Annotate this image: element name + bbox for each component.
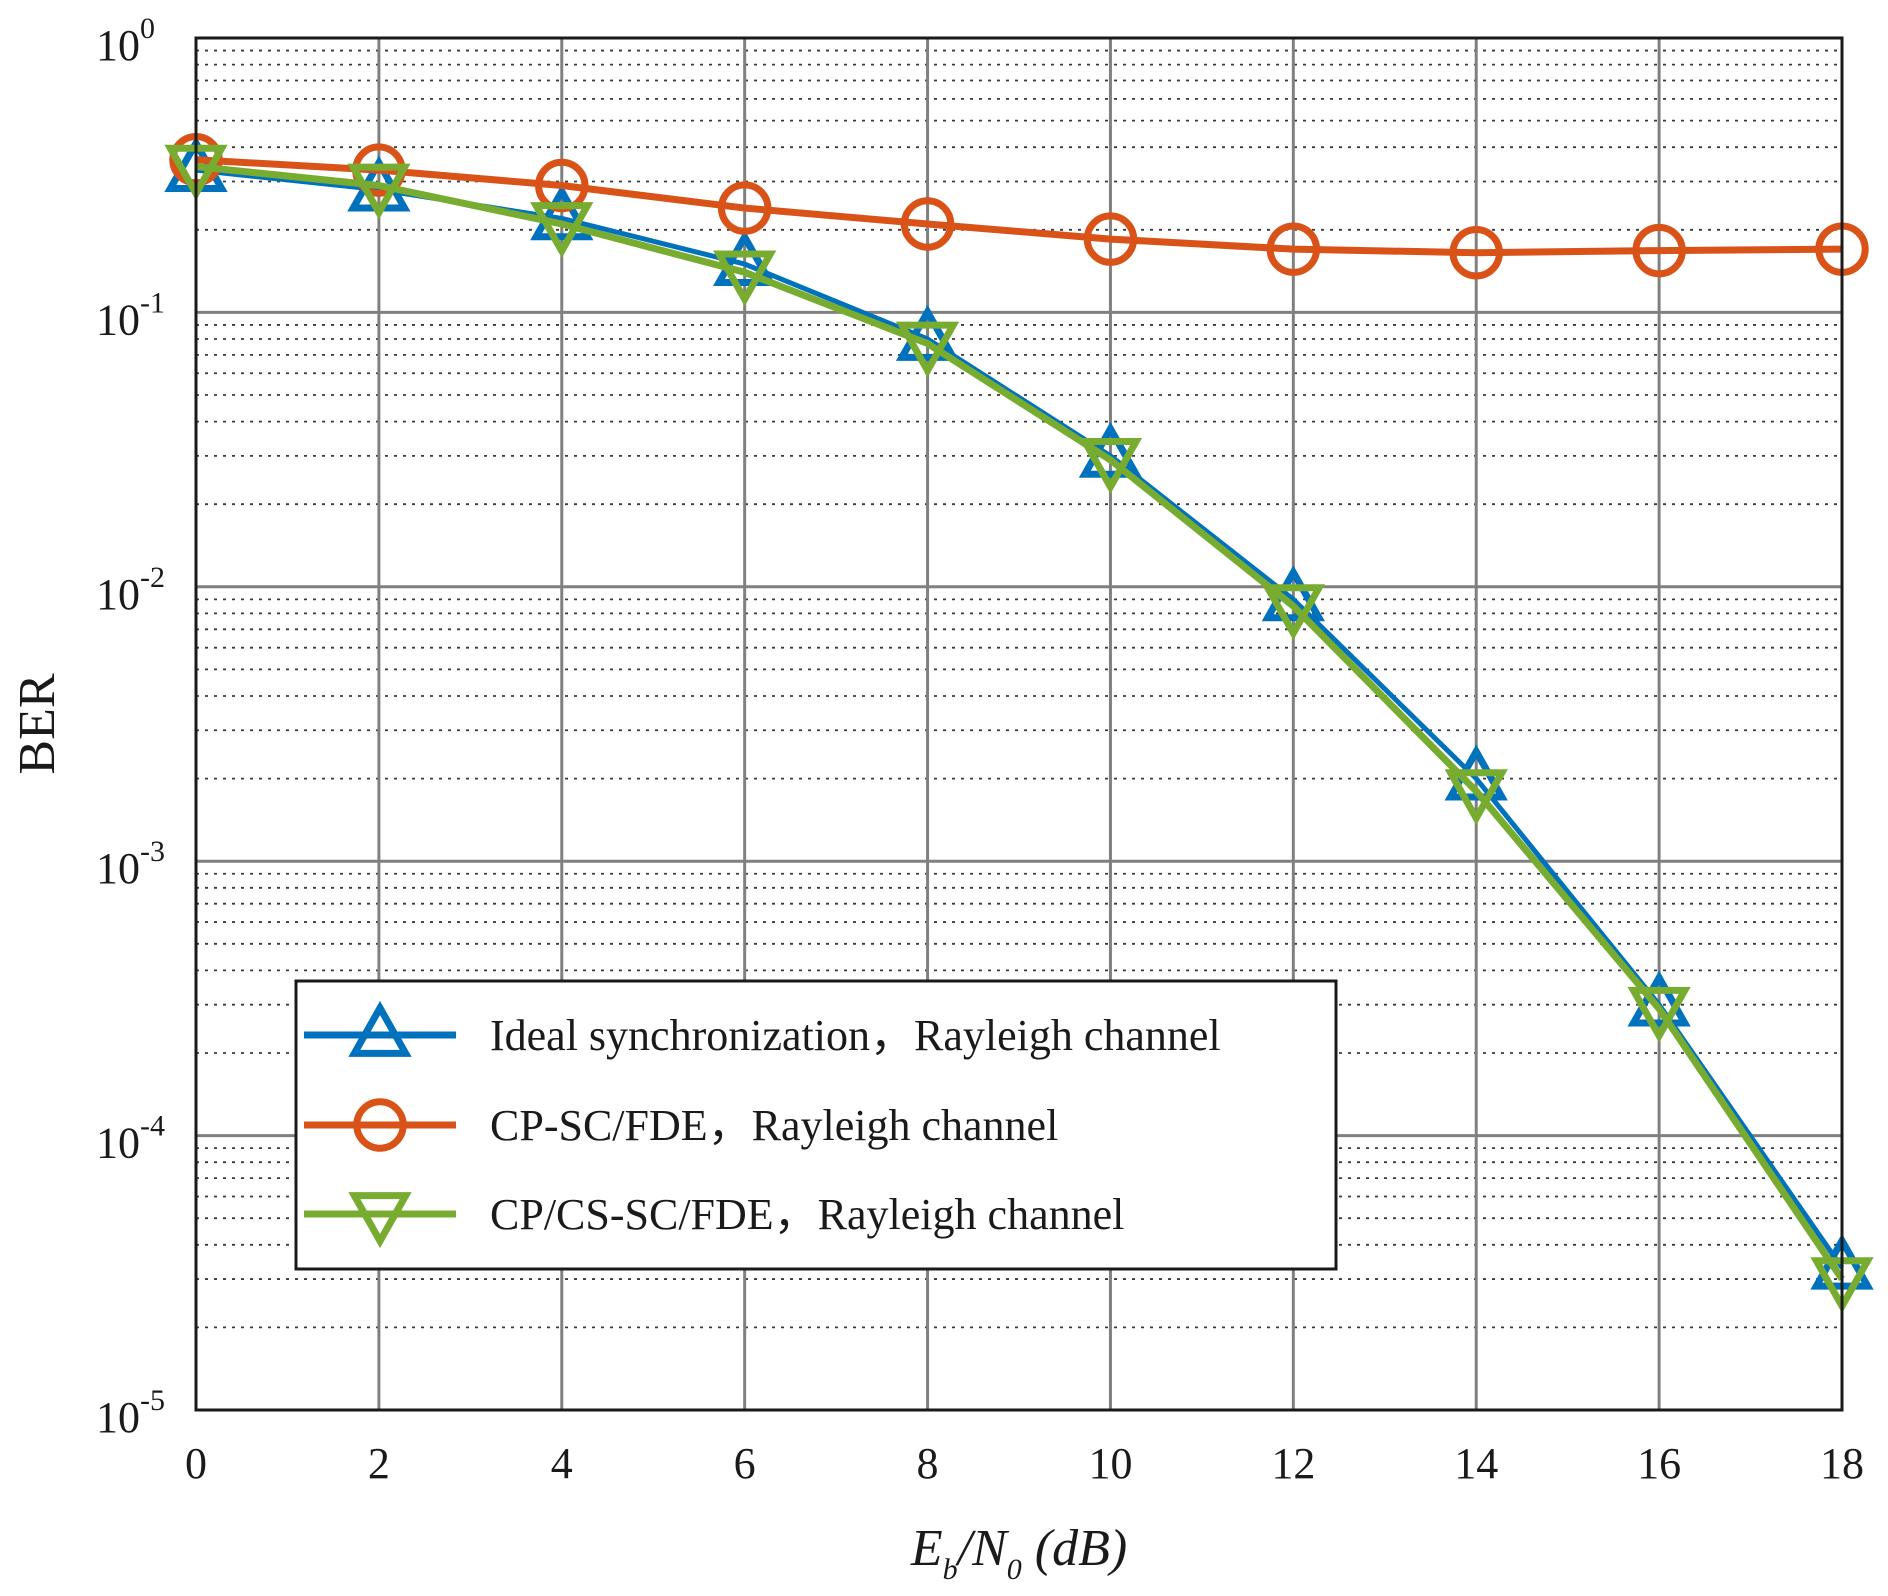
legend-entry-3: CP/CS-SC/FDE，Rayleigh channel — [304, 1190, 1124, 1249]
plot-frame — [194, 36, 1844, 1412]
tick-labels: 0 2 4 6 8 10 12 14 16 18 100 10-1 10-2 10-3 10-4 10-5 — [96, 12, 1864, 1488]
x-tick-label: 8 — [917, 1439, 939, 1488]
marker-triangle-up — [530, 184, 594, 241]
marker-triangle-up — [895, 304, 960, 361]
y-tick-label: 10-5 — [96, 1384, 165, 1442]
y-tick-label: 10-2 — [96, 561, 165, 619]
marker-triangle-down — [1627, 986, 1691, 1043]
legend-box — [294, 979, 1338, 1271]
x-tick-label: 12 — [1271, 1439, 1315, 1488]
legend-label: CP/CS-SC/FDE，Rayleigh channel — [490, 1190, 1124, 1239]
legend-entry-2: CP-SC/FDE，Rayleigh channel — [304, 1098, 1058, 1152]
legend-label: CP-SC/FDE，Rayleigh channel — [490, 1101, 1058, 1150]
y-tick-label: 10-4 — [96, 1110, 165, 1168]
x-tick-label: 0 — [185, 1439, 207, 1488]
x-tick-label: 14 — [1454, 1439, 1498, 1488]
marker-circle — [1083, 212, 1138, 266]
marker-triangle-down — [530, 202, 594, 259]
x-tick-label: 16 — [1637, 1439, 1681, 1488]
marker-triangle-up — [713, 229, 777, 286]
marker-circle — [900, 197, 955, 251]
y-tick-label: 10-3 — [96, 835, 165, 893]
x-axis-label: Eb/N0 (dB) — [910, 1520, 1127, 1586]
series-line — [195, 163, 1845, 1282]
x-tick-label: 18 — [1820, 1439, 1864, 1488]
marker-triangle-down — [1444, 769, 1508, 826]
x-tick-label: 6 — [734, 1439, 756, 1488]
y-axis-label: BER — [9, 673, 66, 774]
marker-triangle-down — [713, 250, 777, 307]
series-2 — [169, 133, 1869, 280]
x-tick-label: 10 — [1088, 1439, 1132, 1488]
marker-triangle-up — [348, 1000, 412, 1057]
legend: Ideal synchronization，Rayleigh channel CP… — [294, 979, 1338, 1271]
marker-triangle-down — [347, 163, 411, 220]
series-layer — [164, 133, 1874, 1314]
marker-triangle-down — [1261, 584, 1325, 641]
marker-triangle-down — [348, 1192, 412, 1249]
marker-triangle-down — [1078, 438, 1143, 495]
x-tick-label: 2 — [368, 1439, 390, 1488]
series-line — [195, 156, 1843, 257]
marker-circle — [353, 1098, 407, 1152]
legend-entry-1: Ideal synchronization，Rayleigh channel — [304, 1000, 1221, 1060]
legend-label: Ideal synchronization，Rayleigh channel — [490, 1011, 1221, 1060]
y-tick-label: 10-1 — [96, 286, 165, 344]
marker-circle — [1266, 222, 1321, 276]
marker-triangle-up — [1627, 970, 1691, 1027]
series-3 — [164, 144, 1874, 1314]
x-tick-label: 4 — [551, 1439, 573, 1488]
marker-circle — [1632, 223, 1686, 278]
marker-circle — [1449, 226, 1503, 280]
marker-circle — [717, 181, 772, 235]
y-tick-label: 100 — [96, 12, 155, 70]
marker-triangle-down — [895, 321, 960, 378]
